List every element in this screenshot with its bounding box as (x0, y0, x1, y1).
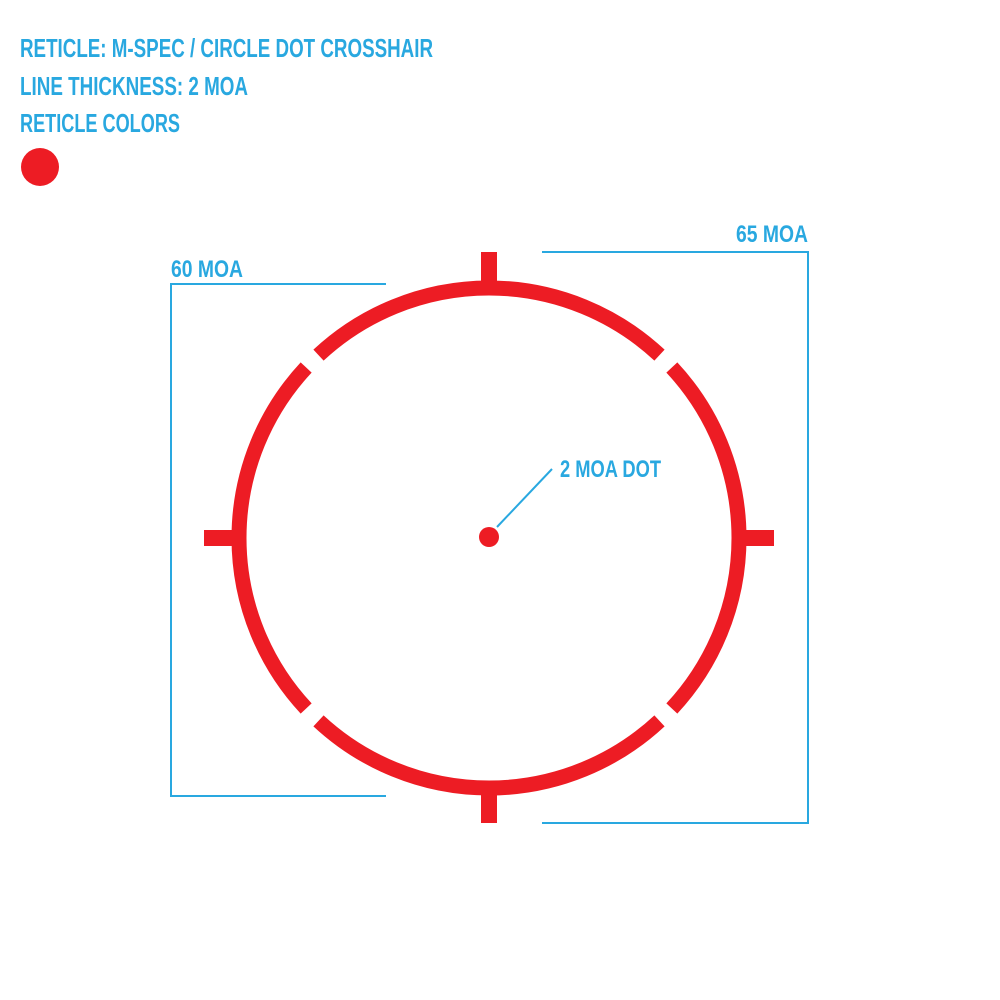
dot-label: 2 MOA DOT (560, 456, 661, 483)
tick-left (204, 530, 238, 546)
reticle-arc-segment (313, 280, 665, 361)
inner-span-bracket (170, 283, 386, 797)
inner-span-label: 60 MOA (171, 256, 243, 283)
center-dot (479, 527, 499, 547)
outer-span-label: 65 MOA (736, 221, 808, 248)
reticle-arc-segment (313, 715, 665, 796)
dot-leader-line (496, 468, 553, 528)
line-thickness: LINE THICKNESS: 2 MOA (20, 71, 248, 101)
tick-top (481, 252, 497, 286)
color-swatch-red (21, 148, 59, 186)
reticle-colors-label: RETICLE COLORS (20, 108, 180, 138)
tick-right (740, 530, 774, 546)
outer-span-bracket (542, 251, 809, 824)
reticle-name: RETICLE: M-SPEC / CIRCLE DOT CROSSHAIR (20, 33, 433, 63)
tick-bottom (481, 790, 497, 823)
reticle-arc-segment (666, 362, 747, 714)
reticle-circle (231, 280, 747, 796)
reticle-arc-segment (231, 362, 312, 714)
